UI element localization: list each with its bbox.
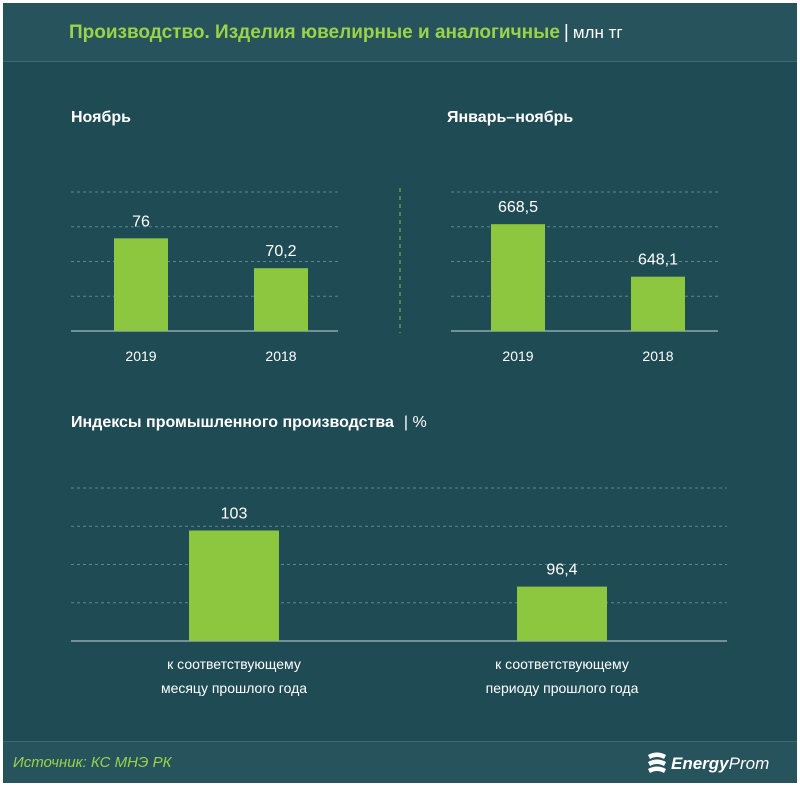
brand-name-light: Prom <box>728 754 770 773</box>
brand-name: EnergyProm <box>671 754 769 774</box>
chart-1-bar-1 <box>114 238 168 331</box>
chart-1-bar-2 <box>254 268 308 331</box>
chart-3-category-label-1: месяцу прошлого года <box>161 680 307 696</box>
chart-3-bar-2 <box>517 586 607 641</box>
header-bar: Производство. Изделия ювелирные и аналог… <box>3 3 797 62</box>
source-note: Источник: КС МНЭ РК <box>13 754 172 771</box>
chart-2-category-label-2: 2018 <box>642 348 673 364</box>
chart-3-title: Индексы промышленного производства | % <box>71 414 427 431</box>
chart-1-value-label-2: 70,2 <box>265 243 296 260</box>
chart-3-category-label-1: к соответствующему <box>167 656 301 672</box>
chart-3-category-label-2: периоду прошлого года <box>486 680 639 696</box>
charts-area: Ноябрь 76 2019 70,2 2018 Январь–ноябрь 668,5 20… <box>71 109 727 696</box>
chart-3-category-label-2: к соответствующему <box>495 656 629 672</box>
chart-2-bar-1 <box>491 224 545 331</box>
footer-bar: Источник: КС МНЭ РК EnergyProm <box>3 741 797 783</box>
chart-1-category-label-2: 2018 <box>265 348 296 364</box>
title-separator: | <box>563 22 569 43</box>
chart-3-value-label-1: 103 <box>221 506 248 523</box>
infographic-card: Производство. Изделия ювелирные и аналог… <box>3 3 797 783</box>
chart-2-title: Январь–ноябрь <box>447 109 573 126</box>
chart-2-value-label-1: 668,5 <box>498 199 538 216</box>
page-title: Производство. Изделия ювелирные и аналог… <box>69 22 623 44</box>
title-text: Производство. Изделия ювелирные и аналог… <box>69 22 560 43</box>
brand-name-bold: Energy <box>671 754 729 773</box>
chart-3-value-label-2: 96,4 <box>546 562 577 579</box>
chart-1-category-label-1: 2019 <box>125 348 156 364</box>
chart-1-title: Ноябрь <box>71 109 131 126</box>
chart-1-value-label-1: 76 <box>132 213 150 230</box>
chart-3-bar-1 <box>189 530 279 641</box>
chart-2-value-label-2: 648,1 <box>638 252 678 269</box>
energyprom-logo-icon <box>648 752 666 773</box>
title-unit: млн тг <box>572 23 623 42</box>
chart-2-category-label-1: 2019 <box>502 348 533 364</box>
chart-2-bar-2 <box>631 276 685 331</box>
